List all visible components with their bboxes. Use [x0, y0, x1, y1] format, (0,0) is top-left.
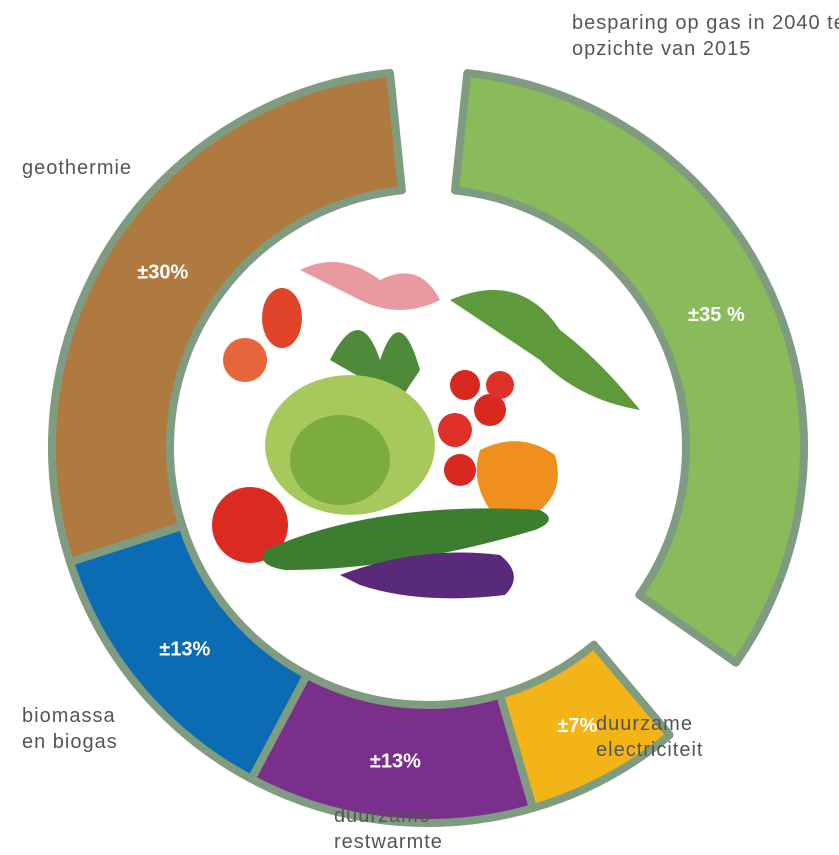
value-label: ±13%: [159, 639, 210, 661]
label-electriciteit: duurzame electriciteit: [596, 711, 726, 763]
value-label: ±30%: [137, 262, 188, 284]
label-biomassa: biomassa en biogas: [22, 703, 127, 755]
label-besparing: besparing op gas in 2040 ten opzichte va…: [572, 10, 839, 62]
value-label: ±13%: [370, 751, 421, 773]
label-geothermie: geothermie: [22, 155, 182, 181]
value-label: ±7%: [557, 715, 597, 737]
value-label: ±35 %: [688, 304, 745, 326]
vegetable-illustration: [212, 262, 640, 598]
label-restwarmte: duurzame restwarmte: [334, 803, 454, 855]
infographic: ±35 % ±7% ±13% ±13% ±30% besparing op gas in…: [0, 0, 839, 853]
